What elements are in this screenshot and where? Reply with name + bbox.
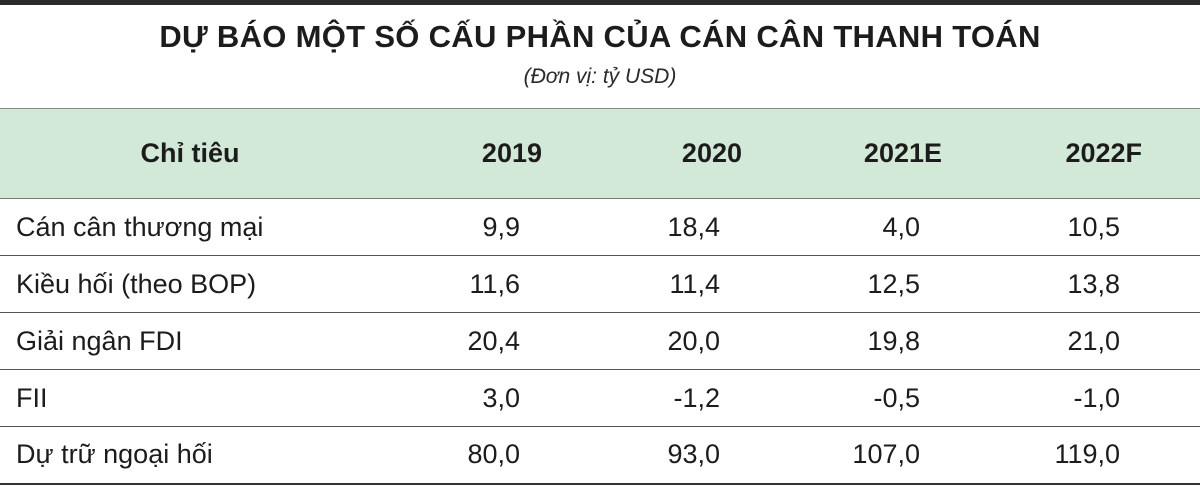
header-indicator: Chỉ tiêu <box>0 108 400 199</box>
cell-value: 107,0 <box>800 426 1000 485</box>
table-row: Dự trữ ngoại hối 80,0 93,0 107,0 119,0 <box>0 426 1200 485</box>
row-label: Kiều hối (theo BOP) <box>0 255 400 313</box>
cell-value: 11,4 <box>600 255 800 313</box>
header-2019: 2019 <box>400 108 600 199</box>
cell-value: -1,2 <box>600 369 800 427</box>
cell-value: -0,5 <box>800 369 1000 427</box>
row-label: Cán cân thương mại <box>0 198 400 256</box>
cell-value: 20,4 <box>400 312 600 370</box>
table-row: Cán cân thương mại 9,9 18,4 4,0 10,5 <box>0 198 1200 256</box>
cell-value: 10,5 <box>1000 198 1200 256</box>
cell-value: 12,5 <box>800 255 1000 313</box>
cell-value: 13,8 <box>1000 255 1200 313</box>
cell-value: 21,0 <box>1000 312 1200 370</box>
top-rule <box>0 0 1200 5</box>
cell-value: 4,0 <box>800 198 1000 256</box>
cell-value: 80,0 <box>400 426 600 485</box>
header-2020: 2020 <box>600 108 800 199</box>
cell-value: -1,0 <box>1000 369 1200 427</box>
cell-value: 3,0 <box>400 369 600 427</box>
unit-subtitle: (Đơn vị: tỷ USD) <box>523 65 677 88</box>
header-row: Chỉ tiêu 2019 2020 2021E 2022F <box>0 108 1200 199</box>
cell-value: 19,8 <box>800 312 1000 370</box>
cell-value: 119,0 <box>1000 426 1200 485</box>
cell-value: 18,4 <box>600 198 800 256</box>
row-label: Giải ngân FDI <box>0 312 400 370</box>
row-label: FII <box>0 369 400 427</box>
cell-value: 20,0 <box>600 312 800 370</box>
cell-value: 11,6 <box>400 255 600 313</box>
header-2022f: 2022F <box>1000 108 1200 199</box>
cell-value: 9,9 <box>400 198 600 256</box>
row-label: Dự trữ ngoại hối <box>0 426 400 485</box>
table-row: FII 3,0 -1,2 -0,5 -1,0 <box>0 369 1200 427</box>
header-2021e: 2021E <box>800 108 1000 199</box>
table-row: Giải ngân FDI 20,4 20,0 19,8 21,0 <box>0 312 1200 370</box>
cell-value: 93,0 <box>600 426 800 485</box>
table-title: DỰ BÁO MỘT SỐ CẤU PHẦN CỦA CÁN CÂN THANH… <box>159 19 1041 54</box>
balance-of-payments-table: Chỉ tiêu 2019 2020 2021E 2022F Cán cân t… <box>0 108 1200 485</box>
table-row: Kiều hối (theo BOP) 11,6 11,4 12,5 13,8 <box>0 255 1200 313</box>
